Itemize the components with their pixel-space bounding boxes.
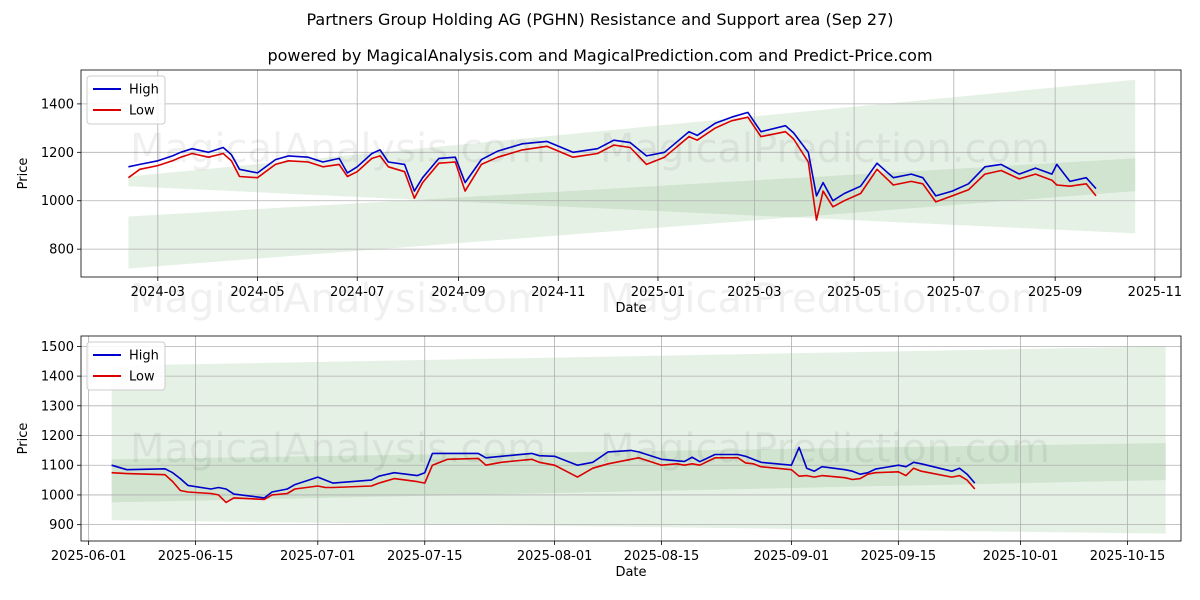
support-resistance-band-1	[128, 158, 1136, 269]
y-tick-label: 1400	[41, 370, 74, 385]
plot-frame	[80, 335, 1182, 542]
watermark-prediction-top: MagicalPrediction.com	[600, 126, 1050, 172]
watermark-analysis-top: MagicalAnalysis.com	[130, 126, 546, 172]
watermark-prediction-mid: MagicalPrediction.com	[600, 276, 1050, 322]
series-line-low	[111, 457, 976, 504]
legend-label-high: High	[129, 349, 159, 364]
x-tick-label: 2024-09	[431, 285, 485, 300]
bottom-panel: 2025-06-01 2025-06-15 2025-07-01 2025-07-15…	[16, 335, 1182, 580]
y-tick-label: 1100	[41, 459, 74, 474]
plot-frame	[80, 69, 1182, 278]
x-tick-label: 2025-05	[827, 285, 881, 300]
y-tick-label: 1200	[41, 429, 74, 444]
support-resistance-band-0	[111, 346, 1166, 534]
y-axis-label: Price	[16, 158, 31, 190]
x-tick-label: 2025-06-01	[51, 549, 127, 564]
y-tick-label: 800	[49, 243, 74, 258]
support-resistance-band-0	[128, 79, 1136, 234]
watermark-prediction-bottom: MagicalPrediction.com	[600, 426, 1050, 472]
chart-subtitle: powered by MagicalAnalysis.com and Magic…	[267, 46, 932, 65]
x-tick-label: 2025-11	[1128, 285, 1182, 300]
x-tick-label: 2025-09-15	[861, 549, 937, 564]
x-tick-label: 2025-10-15	[1090, 549, 1166, 564]
support-resistance-band-1	[111, 443, 1166, 503]
x-tick-label: 2025-07-15	[387, 549, 463, 564]
watermark-analysis-bottom: MagicalAnalysis.com	[130, 426, 546, 472]
y-tick-label: 1500	[41, 340, 74, 355]
x-axis-label: Date	[615, 565, 646, 580]
x-tick-label: 2024-05	[230, 285, 284, 300]
x-tick-label: 2025-06-15	[158, 549, 234, 564]
y-tick-label: 1000	[41, 488, 74, 503]
x-tick-label: 2025-08-15	[624, 549, 700, 564]
x-tick-label: 2025-08-01	[517, 549, 593, 564]
x-tick-label: 2025-01	[631, 285, 685, 300]
x-tick-label: 2025-09	[1028, 285, 1082, 300]
x-axis-label: Date	[615, 301, 646, 316]
x-tick-label: 2025-09-01	[754, 549, 830, 564]
watermarks: MagicalAnalysis.com MagicalPrediction.co…	[130, 126, 1050, 472]
legend-label-low: Low	[129, 370, 155, 385]
legend: High Low	[86, 341, 166, 391]
y-tick-label: 1300	[41, 399, 74, 414]
y-tick-label: 1200	[41, 146, 74, 161]
legend-label-high: High	[129, 83, 159, 98]
x-tick-label: 2025-07	[927, 285, 981, 300]
top-panel: 2024-03 2024-05 2024-07 2024-09 2024-11 2025-…	[16, 69, 1182, 316]
x-tick-label: 2024-03	[131, 285, 185, 300]
x-tick-label: 2025-10-01	[983, 549, 1059, 564]
legend: High Low	[86, 75, 166, 125]
series-line-high	[111, 446, 976, 499]
y-axis-label: Price	[16, 423, 31, 455]
chart-title: Partners Group Holding AG (PGHN) Resista…	[306, 10, 893, 29]
x-tick-label: 2025-07-01	[280, 549, 356, 564]
y-tick-label: 900	[49, 518, 74, 533]
y-tick-label: 1000	[41, 194, 74, 209]
x-tick-label: 2024-11	[531, 285, 585, 300]
series-line-high	[128, 111, 1097, 202]
y-tick-label: 1400	[41, 97, 74, 112]
x-tick-label: 2024-07	[330, 285, 384, 300]
legend-label-low: Low	[129, 104, 155, 119]
series-line-low	[127, 116, 1097, 221]
x-tick-label: 2025-03	[727, 285, 781, 300]
watermark-analysis-mid: MagicalAnalysis.com	[130, 276, 546, 322]
